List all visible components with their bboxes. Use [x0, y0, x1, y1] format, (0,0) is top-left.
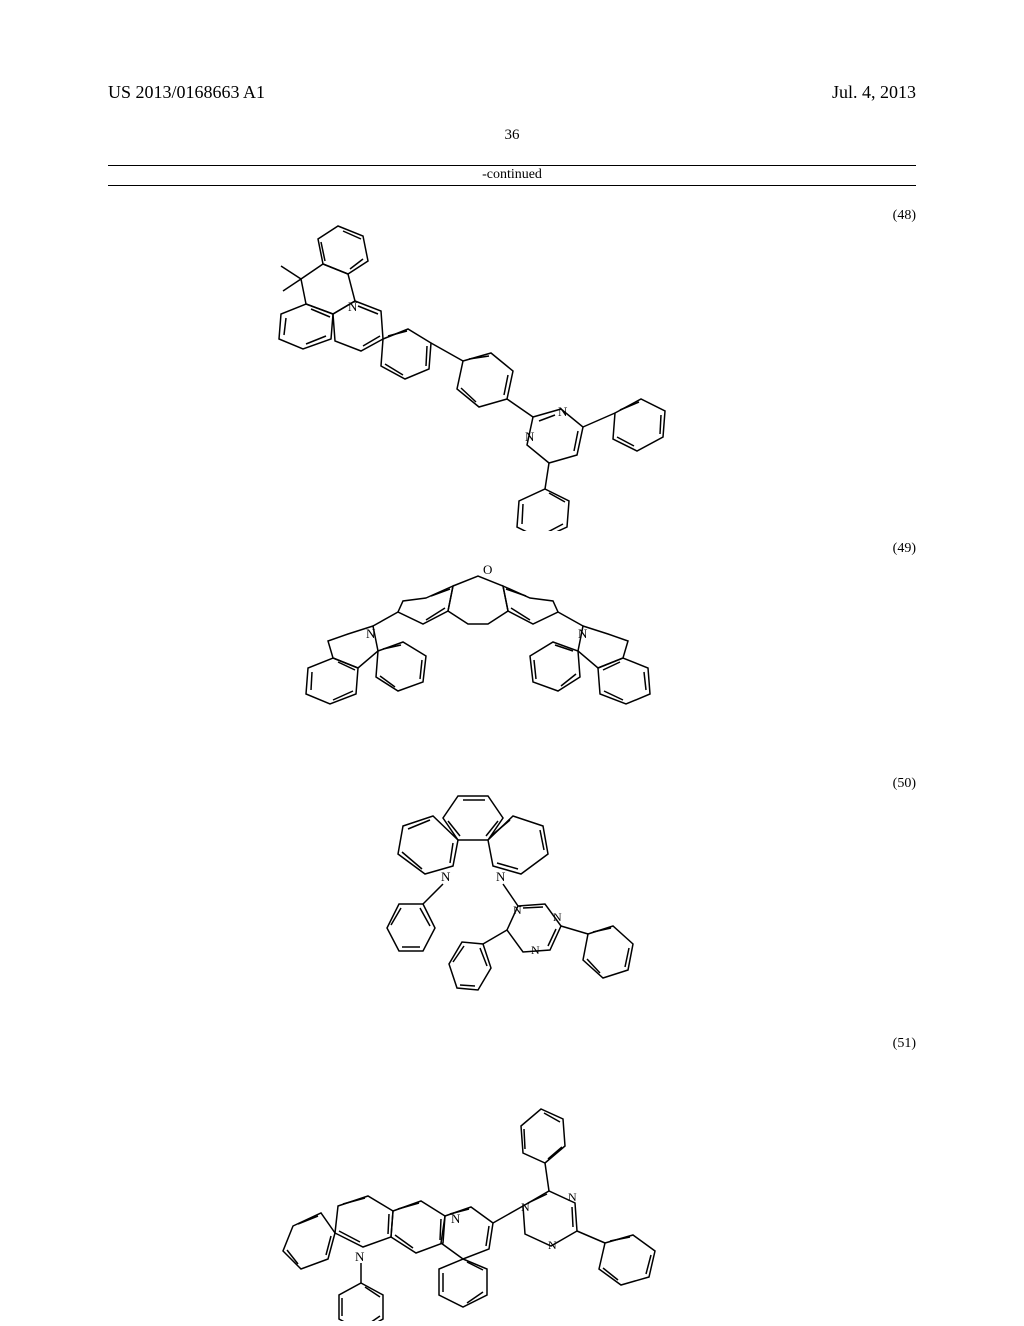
structure-51-svg: N N: [243, 1051, 703, 1321]
svg-text:N: N: [568, 1190, 577, 1204]
svg-text:N: N: [496, 869, 506, 884]
chemical-structure-51: N N: [243, 1051, 703, 1321]
structure-50-svg: N N N N N: [303, 786, 673, 1036]
chemical-structure-48: N: [183, 211, 703, 531]
svg-text:N: N: [531, 943, 540, 957]
svg-text:O: O: [483, 562, 492, 577]
page-number: 36: [505, 127, 520, 144]
structure-49-svg: O N: [278, 556, 698, 761]
content-area: -continued (48) (49) (50) (51): [108, 165, 916, 196]
compound-number-50: (50): [893, 776, 916, 792]
mid-rule: [108, 185, 916, 186]
compound-number-51: (51): [893, 1036, 916, 1052]
svg-text:N: N: [525, 429, 535, 444]
svg-text:N: N: [558, 404, 568, 419]
svg-text:N: N: [553, 910, 562, 924]
publication-date: Jul. 4, 2013: [832, 82, 916, 103]
svg-text:N: N: [548, 1238, 557, 1252]
svg-text:N: N: [441, 869, 451, 884]
compound-number-48: (48): [893, 208, 916, 224]
publication-number: US 2013/0168663 A1: [108, 82, 265, 102]
chemical-structure-49: O N: [278, 556, 698, 761]
svg-text:N: N: [355, 1249, 365, 1264]
svg-text:N: N: [513, 903, 522, 917]
continued-label: -continued: [108, 165, 916, 185]
compound-number-49: (49): [893, 541, 916, 557]
structure-48-svg: N: [183, 211, 703, 531]
chemical-structure-50: N N N N N: [303, 786, 673, 1036]
